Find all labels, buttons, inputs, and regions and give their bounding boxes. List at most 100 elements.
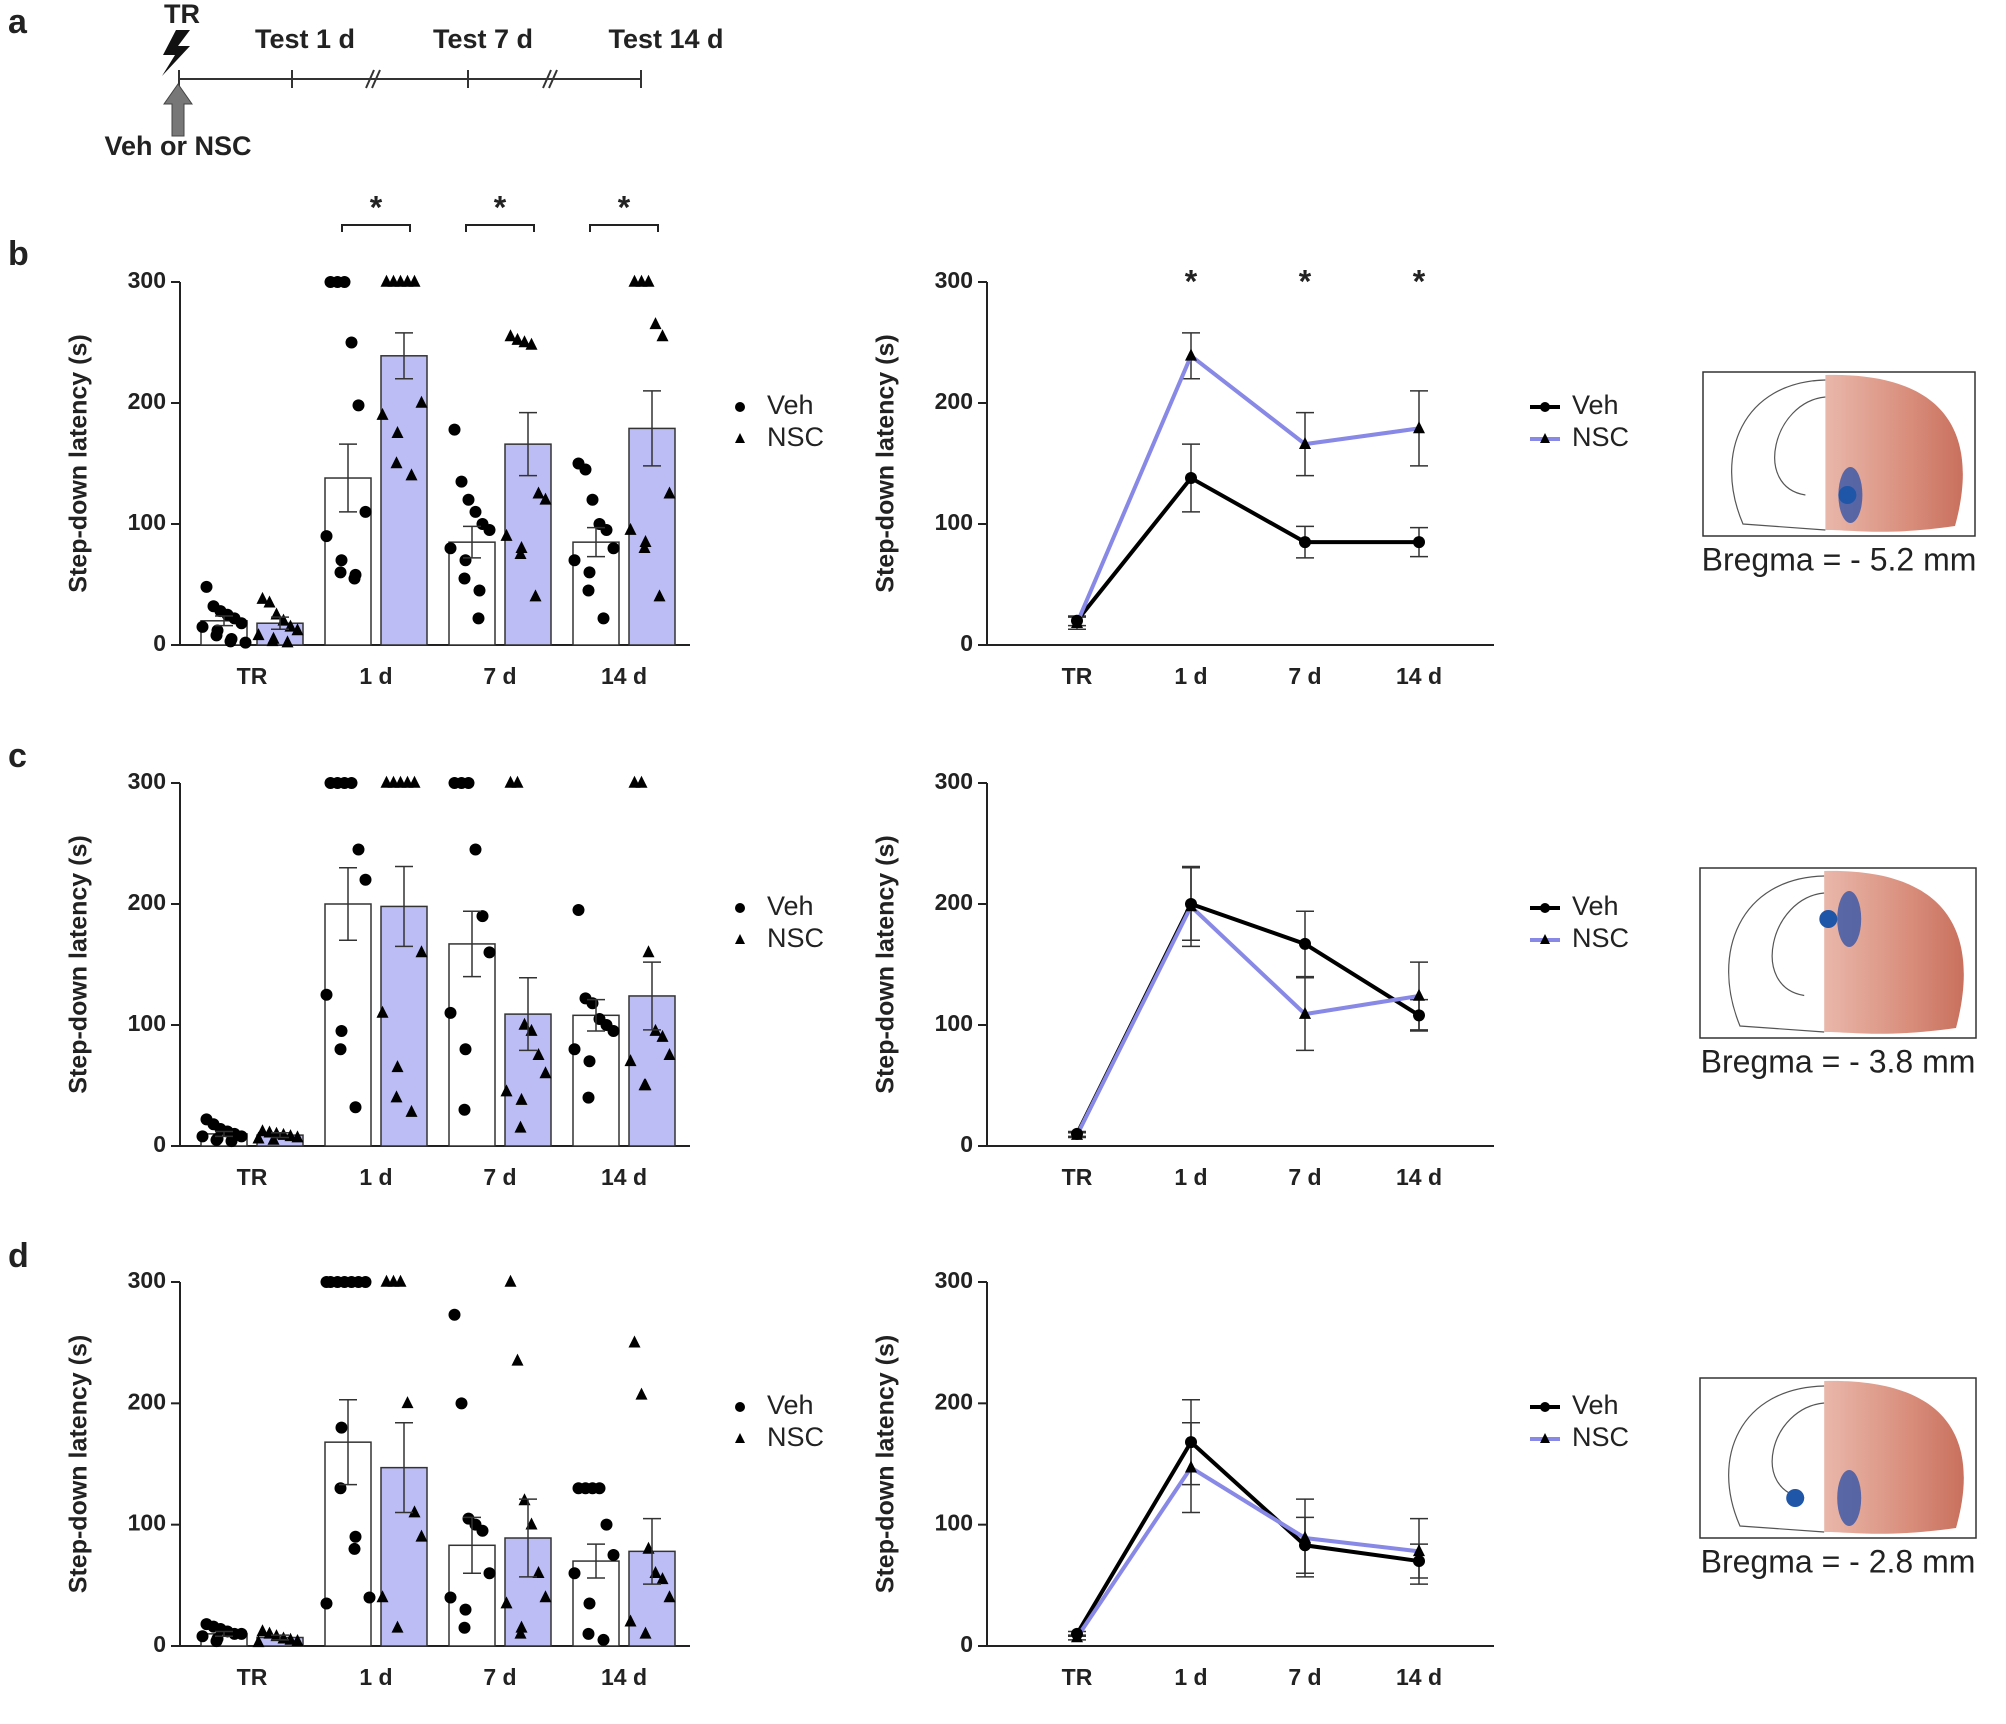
injection-arrow: [163, 83, 193, 137]
data-point: [256, 591, 269, 604]
legend-marker: [735, 903, 745, 913]
bregma-label: Bregma = - 2.8 mm: [1701, 1543, 1976, 1579]
y-tick-label: 100: [128, 1010, 166, 1036]
timeline-label: Test 7 d: [433, 24, 533, 54]
bar: [448, 541, 496, 646]
y-tick-label: 300: [935, 267, 973, 293]
data-point: [256, 1124, 269, 1137]
data-point: [415, 945, 428, 958]
data-point: [196, 1630, 209, 1643]
data-point: [597, 1633, 610, 1646]
data-point: [335, 554, 348, 567]
x-tick-label: 7 d: [483, 663, 516, 689]
error-bar: [271, 1131, 289, 1139]
bar: [448, 943, 496, 1147]
data-point: [568, 554, 581, 567]
shock-icon: [162, 30, 190, 76]
target-dot: [1819, 910, 1838, 928]
panel-label: c: [8, 737, 27, 775]
data-point: [263, 1125, 276, 1138]
error-bar: [643, 390, 661, 467]
x-tick-label: 7 d: [1288, 663, 1321, 689]
data-point: [359, 1276, 372, 1288]
data-point: [224, 635, 237, 648]
x-tick-label: 7 d: [1288, 1164, 1321, 1190]
x-tick-label: 14 d: [1396, 1164, 1442, 1190]
data-point: [532, 486, 545, 499]
y-tick-label: 300: [935, 768, 973, 794]
significance-label: *: [1413, 263, 1426, 299]
data-point: [359, 505, 372, 518]
data-point: [582, 584, 595, 597]
data-point: [266, 634, 279, 647]
timeline-label: Test 14 d: [608, 24, 723, 54]
x-tick-label: 7 d: [483, 1664, 516, 1690]
legend-marker: [735, 402, 745, 412]
data-point: [476, 1524, 489, 1537]
y-tick-label: 200: [128, 889, 166, 915]
data-point: [444, 1591, 457, 1604]
data-point: [376, 1005, 389, 1018]
data-point: [600, 524, 613, 537]
x-tick-label: 1 d: [359, 663, 392, 689]
x-tick-label: TR: [237, 1164, 268, 1190]
data-point: [539, 492, 552, 505]
legend-marker: [1540, 433, 1550, 443]
data-point: [607, 542, 620, 555]
line-marker: [1299, 536, 1311, 549]
data-point: [458, 1103, 471, 1116]
y-tick-label: 200: [128, 388, 166, 414]
legend-marker: [1540, 1402, 1550, 1412]
data-point: [334, 1043, 347, 1056]
data-point: [600, 1518, 613, 1531]
error-bar: [463, 910, 481, 978]
data-point: [352, 843, 365, 856]
significance-label: *: [370, 189, 383, 225]
line-marker: [1413, 1544, 1425, 1557]
y-tick-label: 200: [935, 388, 973, 414]
data-point: [320, 1597, 333, 1610]
data-point: [335, 1025, 348, 1038]
data-point: [444, 542, 457, 555]
timeline-label: Test 1 d: [255, 24, 355, 54]
legend-label: Veh: [1572, 390, 1619, 420]
line-marker: [1185, 472, 1197, 485]
line-marker: [1413, 1009, 1425, 1022]
x-tick-label: 14 d: [1396, 1664, 1442, 1690]
data-point: [638, 541, 651, 553]
panel-label: a: [8, 3, 28, 41]
data-point: [210, 629, 223, 642]
data-point: [511, 332, 524, 345]
y-tick-label: 300: [128, 768, 166, 794]
error-bar: [271, 1634, 289, 1641]
data-point: [515, 541, 528, 553]
data-point: [235, 1130, 248, 1143]
data-point: [511, 1353, 524, 1366]
bar: [572, 541, 620, 646]
data-point: [252, 1131, 265, 1144]
data-point: [405, 1104, 418, 1117]
error-bar: [395, 332, 413, 380]
data-point: [235, 1627, 248, 1640]
data-point: [349, 1530, 362, 1543]
data-point: [462, 777, 475, 789]
data-point: [624, 1054, 637, 1067]
data-point: [376, 407, 389, 420]
data-point: [462, 493, 475, 506]
data-point: [459, 1043, 472, 1056]
error-bar: [519, 977, 537, 1052]
data-point: [515, 1620, 528, 1633]
data-point: [469, 505, 482, 518]
data-point: [448, 423, 461, 436]
x-tick-label: 1 d: [359, 1664, 392, 1690]
data-point: [607, 1025, 620, 1038]
error-bar: [587, 1543, 605, 1579]
data-point: [408, 274, 421, 287]
y-axis-label: Step-down latency (s): [65, 835, 93, 1093]
line-marker: [1413, 536, 1425, 549]
data-point: [656, 1572, 669, 1585]
brain-outline: [1731, 379, 1826, 531]
data-point: [349, 1101, 362, 1114]
data-point: [500, 528, 513, 541]
legend-marker: [735, 1402, 745, 1412]
